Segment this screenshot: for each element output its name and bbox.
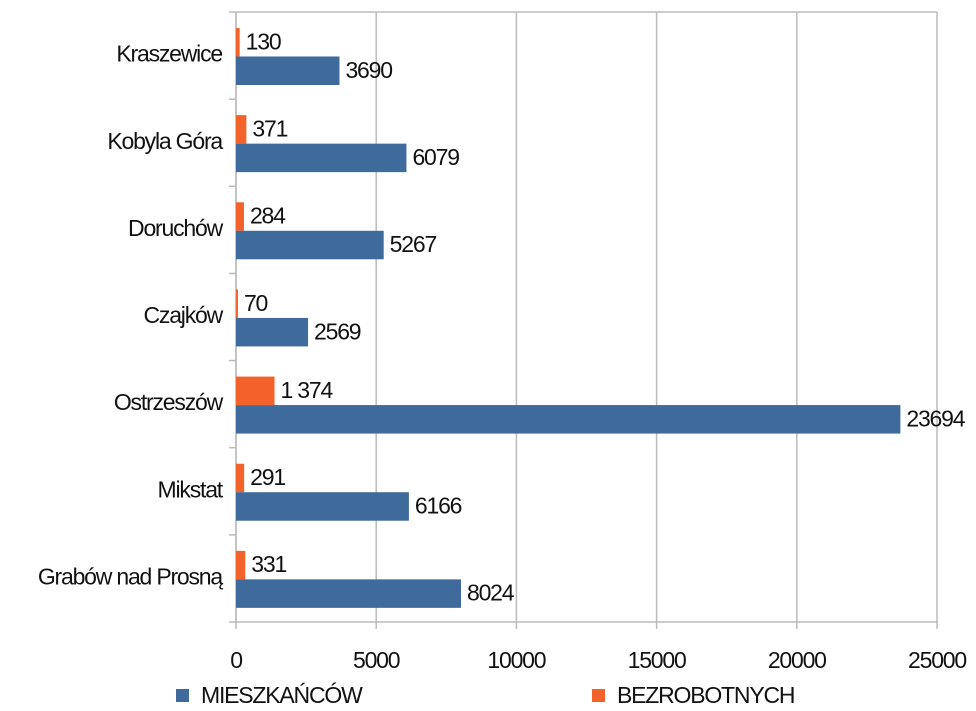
value-label: 3690 [345, 57, 392, 83]
y-tick-label: Grabów nad Prosną [38, 564, 224, 590]
y-tick-label: Kraszewice [116, 41, 222, 67]
value-label: 291 [250, 464, 285, 490]
y-tick-label: Czajków [143, 302, 223, 328]
bar [236, 550, 246, 580]
bar [236, 405, 901, 434]
x-tick-label: 25000 [908, 647, 966, 673]
bar [236, 289, 238, 318]
value-label: 130 [246, 28, 281, 54]
value-label: 70 [244, 290, 268, 316]
bar [236, 230, 384, 260]
legend-label: BEZROBOTNYCH [617, 682, 794, 708]
value-label: 2569 [314, 318, 361, 344]
value-label: 23694 [906, 405, 965, 431]
value-label: 6166 [415, 493, 462, 519]
y-tick-label: Doruchów [128, 215, 224, 241]
bar [236, 56, 340, 85]
bar [236, 143, 407, 173]
value-label: 371 [252, 115, 287, 141]
x-tick-label: 20000 [768, 647, 826, 673]
value-label: 331 [251, 551, 286, 577]
y-tick-label: Mikstat [158, 476, 224, 502]
x-tick-label: 10000 [487, 647, 545, 673]
y-tick-label: Ostrzeszów [114, 389, 224, 415]
y-tick-label: Kobyla Góra [107, 128, 223, 154]
bar [236, 492, 409, 521]
value-label: 6079 [412, 144, 459, 170]
x-tick-label: 0 [230, 647, 242, 673]
bar [236, 376, 275, 406]
bar [236, 463, 245, 493]
value-label: 1 374 [281, 377, 334, 403]
value-label: 8024 [467, 580, 515, 606]
bar [236, 115, 247, 144]
bar [236, 317, 309, 347]
legend-swatch [176, 689, 189, 702]
bar [236, 579, 461, 608]
value-label: 5267 [390, 231, 437, 257]
bar [236, 202, 244, 231]
x-tick-label: 15000 [628, 647, 686, 673]
bar [236, 28, 240, 57]
value-label: 284 [250, 203, 286, 229]
legend-label: MIESZKAŃCÓW [201, 682, 363, 708]
x-tick-label: 5000 [353, 647, 400, 673]
legend-swatch [592, 689, 605, 702]
